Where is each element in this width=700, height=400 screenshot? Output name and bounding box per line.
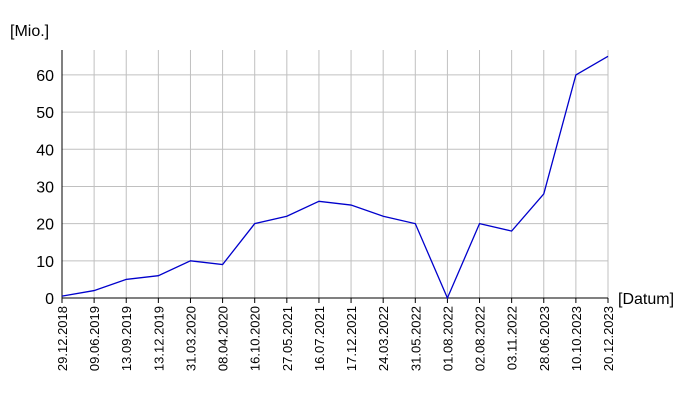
x-tick-label: 13.09.2019 bbox=[119, 306, 134, 371]
x-tick-label: 27.05.2021 bbox=[280, 306, 295, 371]
x-tick-label: 10.10.2023 bbox=[569, 306, 584, 371]
x-tick-label: 13.12.2019 bbox=[151, 306, 166, 371]
x-axis-label: [Datum] bbox=[618, 291, 674, 308]
x-tick-label: 17.12.2021 bbox=[344, 306, 359, 371]
y-tick-label: 30 bbox=[36, 179, 54, 196]
x-tick-label: 09.06.2019 bbox=[87, 306, 102, 371]
x-tick-label: 20.12.2023 bbox=[601, 306, 616, 371]
x-tick-label: 31.05.2022 bbox=[408, 306, 423, 371]
y-tick-label: 10 bbox=[36, 254, 54, 271]
x-tick-label: 08.04.2020 bbox=[216, 306, 231, 371]
x-tick-label: 29.12.2018 bbox=[55, 306, 70, 371]
y-tick-label: 20 bbox=[36, 217, 54, 234]
y-tick-label: 0 bbox=[45, 291, 54, 308]
x-tick-label: 02.08.2022 bbox=[473, 306, 488, 371]
data-line bbox=[61, 55, 609, 300]
y-tick-label: 40 bbox=[36, 142, 54, 159]
y-axis-label: [Mio.] bbox=[10, 23, 49, 40]
y-tick-label: 50 bbox=[36, 105, 54, 122]
x-tick-label: 31.03.2020 bbox=[183, 306, 198, 371]
x-tick-label: 24.03.2022 bbox=[376, 306, 391, 371]
x-tick-label: 28.06.2023 bbox=[537, 306, 552, 371]
y-tick-label: 60 bbox=[36, 68, 54, 85]
x-tick-label: 03.11.2022 bbox=[505, 306, 520, 370]
x-tick-label: 16.07.2021 bbox=[312, 306, 327, 371]
x-tick-label: 16.10.2020 bbox=[248, 306, 263, 371]
x-tick-label: 01.08.2022 bbox=[440, 306, 455, 371]
